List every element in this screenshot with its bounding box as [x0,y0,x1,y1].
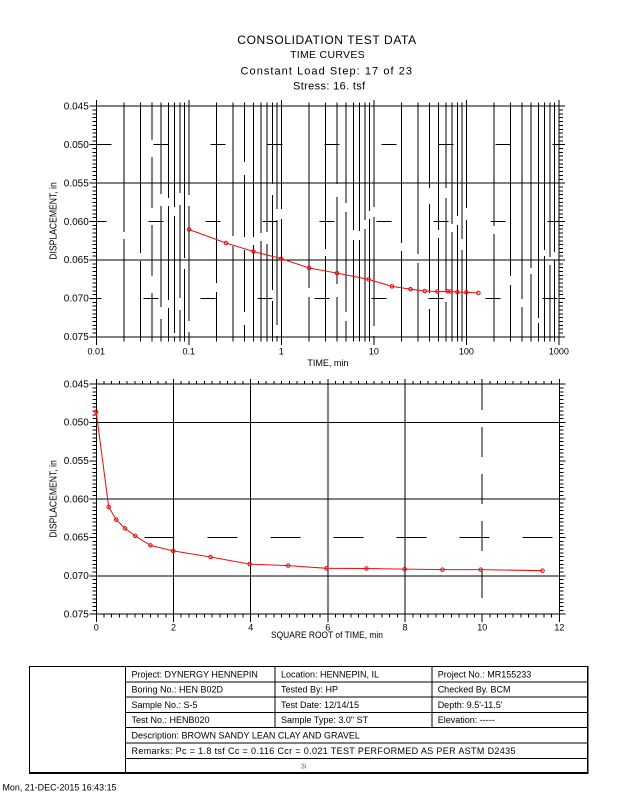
svg-text:Boring No.: HEN B02D: Boring No.: HEN B02D [132,685,224,695]
svg-text:Test No.: HENB020: Test No.: HENB020 [132,715,210,725]
svg-text:Tested By: HP: Tested By: HP [281,685,338,695]
svg-text:10: 10 [477,622,487,632]
svg-text:Description: BROWN SANDY LEAN: Description: BROWN SANDY LEAN CLAY AND G… [132,731,360,741]
svg-text:Project: DYNERGY HENNEPIN: Project: DYNERGY HENNEPIN [132,669,258,679]
svg-text:0.01: 0.01 [88,347,106,357]
svg-text:4: 4 [248,622,253,632]
svg-text:0.065: 0.065 [64,533,89,544]
svg-text:Remarks: Pc = 1.8 tsf Cc = 0.1: Remarks: Pc = 1.8 tsf Cc = 0.116 Ccr = 0… [132,746,516,756]
svg-text:0.1: 0.1 [183,347,196,357]
svg-text:100: 100 [459,347,474,357]
svg-text:Location: HENNEPIN, IL: Location: HENNEPIN, IL [281,669,379,679]
svg-text:0.075: 0.075 [64,332,89,343]
svg-text:0.070: 0.070 [64,571,89,582]
svg-text:0.055: 0.055 [64,178,89,189]
svg-text:8: 8 [402,622,407,632]
svg-text:0.045: 0.045 [64,101,89,112]
svg-text:DISPLACEMENT, in: DISPLACEMENT, in [48,460,60,538]
svg-text:Test Date: 12/14/15: Test Date: 12/14/15 [281,700,359,710]
svg-text:SQUARE ROOT of TIME, min: SQUARE ROOT of TIME, min [271,630,383,640]
svg-text:2: 2 [171,622,176,632]
svg-text:0.045: 0.045 [64,379,89,390]
svg-text:10: 10 [369,347,379,357]
svg-text:0.070: 0.070 [64,294,89,305]
svg-text:DISPLACEMENT, in: DISPLACEMENT, in [48,182,60,260]
svg-text:1: 1 [279,347,284,357]
svg-text:0.065: 0.065 [64,255,89,266]
svg-text:Depth: 9.5'-11.5': Depth: 9.5'-11.5' [438,700,503,710]
svg-text:Sample No.: S-5: Sample No.: S-5 [132,700,198,710]
svg-text:0: 0 [94,622,99,632]
svg-text:Constant Load Step: 17 of 23: Constant Load Step: 17 of 23 [241,66,414,78]
svg-text:TIME CURVES: TIME CURVES [290,49,365,61]
svg-text:Stress: 16. tsf: Stress: 16. tsf [293,81,366,93]
svg-text:1000: 1000 [549,347,569,357]
svg-text:0.055: 0.055 [64,456,89,467]
svg-text:3i: 3i [301,762,307,771]
svg-text:12: 12 [554,622,564,632]
svg-text:0.050: 0.050 [64,140,89,151]
svg-text:6: 6 [325,622,330,632]
svg-text:0.050: 0.050 [64,418,89,429]
svg-text:TIME, min: TIME, min [307,358,348,368]
svg-text:Sample Type: 3.0" ST: Sample Type: 3.0" ST [281,715,369,725]
svg-text:Elevation: -----: Elevation: ----- [438,715,495,725]
svg-text:0.075: 0.075 [64,609,89,620]
svg-text:0.060: 0.060 [64,217,89,228]
svg-text:0.060: 0.060 [64,494,89,505]
svg-text:Mon, 21-DEC-2015 16:43:15: Mon, 21-DEC-2015 16:43:15 [3,783,117,794]
svg-text:Project No.: MR155233: Project No.: MR155233 [438,669,532,679]
svg-text:CONSOLIDATION TEST DATA: CONSOLIDATION TEST DATA [237,33,416,47]
svg-text:Checked By. BCM: Checked By. BCM [438,685,511,695]
